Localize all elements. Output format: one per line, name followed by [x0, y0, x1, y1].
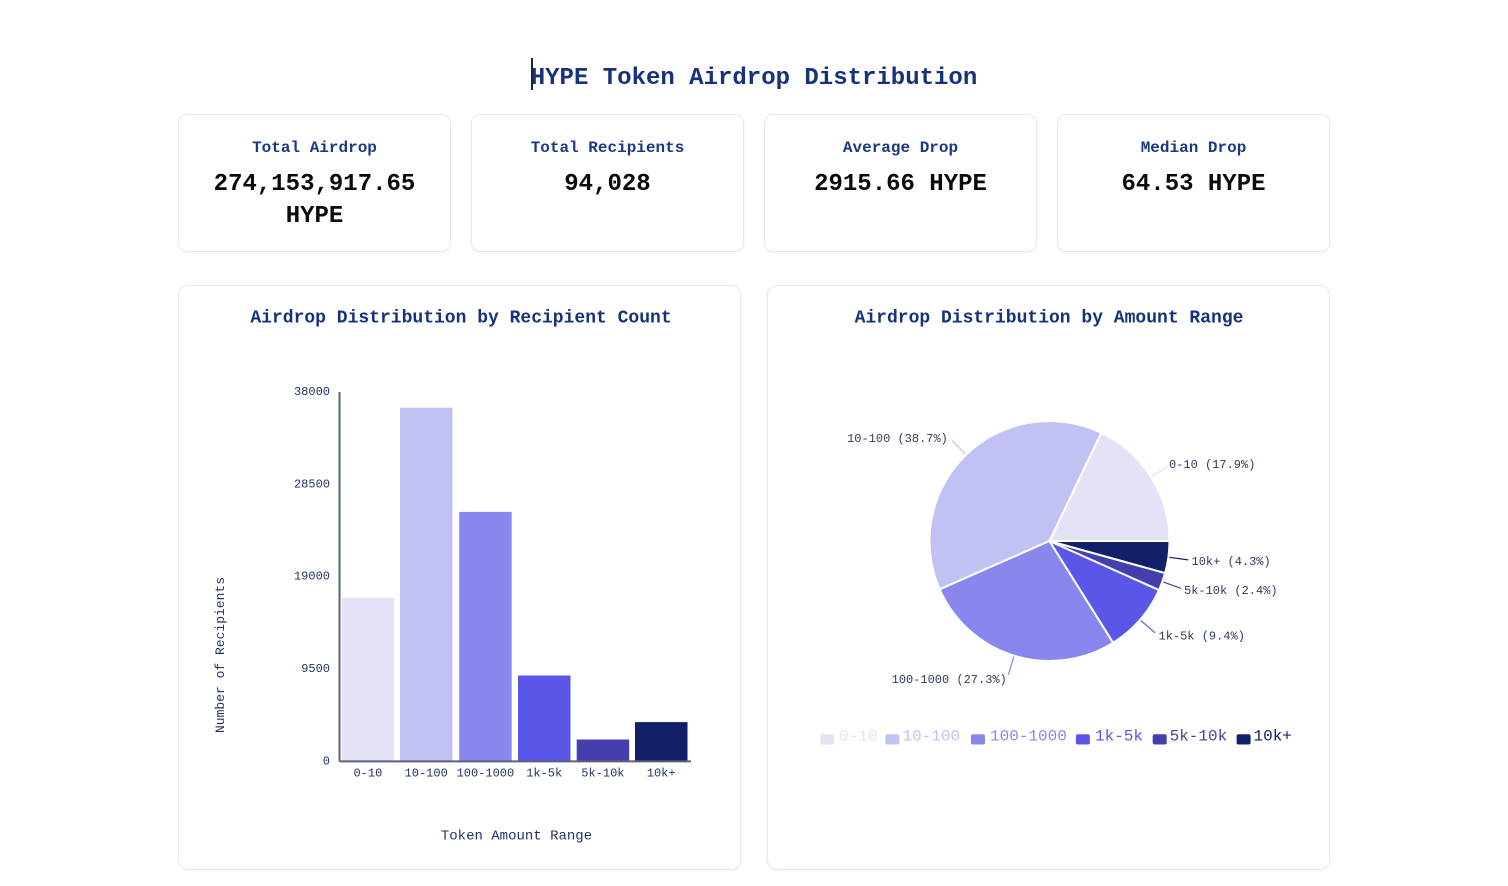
svg-text:10k+: 10k+: [1254, 728, 1292, 746]
svg-text:Token Amount Range: Token Amount Range: [441, 829, 592, 845]
svg-text:10-100: 10-100: [903, 728, 961, 746]
svg-text:10k+: 10k+: [647, 767, 676, 781]
svg-text:Airdrop Distribution by Recipi: Airdrop Distribution by Recipient Count: [250, 309, 671, 329]
svg-text:10-100: 10-100: [405, 767, 448, 781]
svg-text:0: 0: [323, 754, 330, 768]
svg-text:5k-10k: 5k-10k: [581, 767, 624, 781]
svg-text:Airdrop Distribution by Amount: Airdrop Distribution by Amount Range: [855, 309, 1244, 329]
svg-text:5k-10k (2.4%): 5k-10k (2.4%): [1184, 584, 1278, 598]
svg-text:28500: 28500: [294, 477, 330, 491]
svg-text:100-1000: 100-1000: [990, 728, 1067, 746]
svg-text:9500: 9500: [301, 662, 330, 676]
svg-text:19000: 19000: [294, 570, 330, 584]
svg-text:1k-5k: 1k-5k: [1095, 728, 1143, 746]
svg-text:38000: 38000: [294, 385, 330, 399]
svg-text:Number of Recipients: Number of Recipients: [213, 577, 228, 733]
svg-text:1k-5k (9.4%): 1k-5k (9.4%): [1159, 630, 1245, 644]
svg-text:1k-5k: 1k-5k: [526, 767, 562, 781]
svg-text:10k+ (4.3%): 10k+ (4.3%): [1192, 555, 1271, 569]
svg-text:100-1000: 100-1000: [457, 767, 515, 781]
svg-text:100-1000 (27.3%): 100-1000 (27.3%): [892, 673, 1007, 687]
svg-text:0-10: 0-10: [353, 767, 382, 781]
svg-text:5k-10k: 5k-10k: [1170, 728, 1228, 746]
svg-text:10-100 (38.7%): 10-100 (38.7%): [847, 432, 948, 446]
svg-text:0-10 (17.9%): 0-10 (17.9%): [1169, 458, 1255, 472]
svg-text:0-10: 0-10: [839, 728, 877, 746]
